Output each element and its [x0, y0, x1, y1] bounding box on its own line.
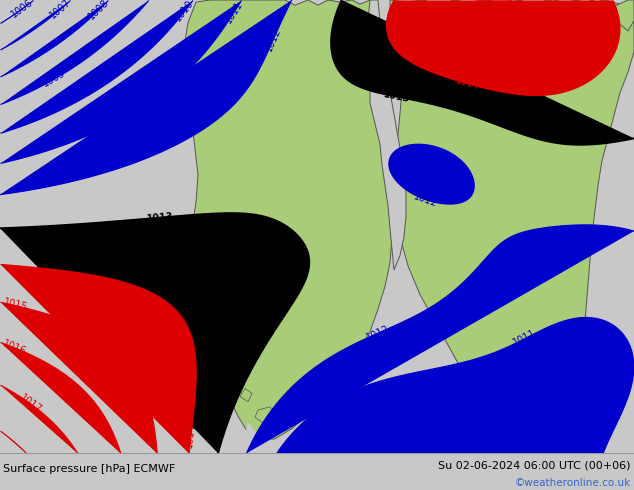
Text: 1016: 1016: [1, 338, 27, 357]
Point: [0, 449, 5, 457]
Point: [0, 449, 5, 457]
Text: 1011: 1011: [223, 0, 244, 25]
Polygon shape: [184, 0, 392, 441]
Point: [0, 449, 5, 457]
Polygon shape: [240, 309, 390, 453]
Text: ©weatheronline.co.uk: ©weatheronline.co.uk: [515, 478, 631, 489]
Point: [0, 449, 5, 457]
Text: 1008: 1008: [86, 0, 110, 22]
Point: [0, 449, 5, 457]
Point: [0, 449, 5, 457]
Text: 1006: 1006: [10, 0, 35, 20]
Polygon shape: [255, 407, 275, 424]
Point: [0, 449, 5, 457]
Point: [0, 449, 5, 457]
Text: Surface pressure [hPa] ECMWF: Surface pressure [hPa] ECMWF: [3, 464, 176, 474]
Text: 1014: 1014: [454, 75, 481, 91]
Polygon shape: [240, 389, 252, 402]
Text: 1013: 1013: [146, 212, 174, 224]
Polygon shape: [200, 414, 215, 427]
Text: Su 02-06-2024 06:00 UTC (00+06): Su 02-06-2024 06:00 UTC (00+06): [438, 460, 631, 470]
Text: 1012: 1012: [264, 26, 283, 53]
Point: [0, 449, 5, 457]
Text: 1010: 1010: [307, 433, 332, 456]
Point: [0, 449, 5, 457]
Text: 1007: 1007: [48, 0, 73, 20]
Text: 1009: 1009: [41, 68, 67, 89]
Point: [0, 449, 5, 457]
Point: [0, 449, 5, 457]
Point: [0, 449, 5, 457]
Point: [0, 449, 5, 457]
Text: 1017: 1017: [17, 392, 43, 415]
Text: 1014: 1014: [184, 423, 197, 448]
Text: 1011: 1011: [512, 328, 538, 348]
Text: 1010: 1010: [173, 0, 196, 24]
Text: 1015: 1015: [3, 297, 29, 313]
Polygon shape: [480, 0, 634, 31]
Text: 1015: 1015: [469, 37, 495, 54]
Point: [0, 449, 5, 457]
Polygon shape: [218, 383, 230, 396]
Polygon shape: [368, 0, 406, 270]
Text: 1013: 1013: [383, 89, 411, 104]
Point: [0, 449, 5, 457]
Text: 1012: 1012: [413, 191, 439, 209]
Point: [0, 449, 5, 457]
Point: [0, 449, 5, 457]
Text: 1009: 1009: [363, 441, 390, 457]
Text: 1012: 1012: [365, 323, 391, 343]
Point: [0, 449, 5, 457]
Point: [0, 449, 5, 457]
Point: [0, 449, 5, 457]
Polygon shape: [390, 0, 634, 448]
